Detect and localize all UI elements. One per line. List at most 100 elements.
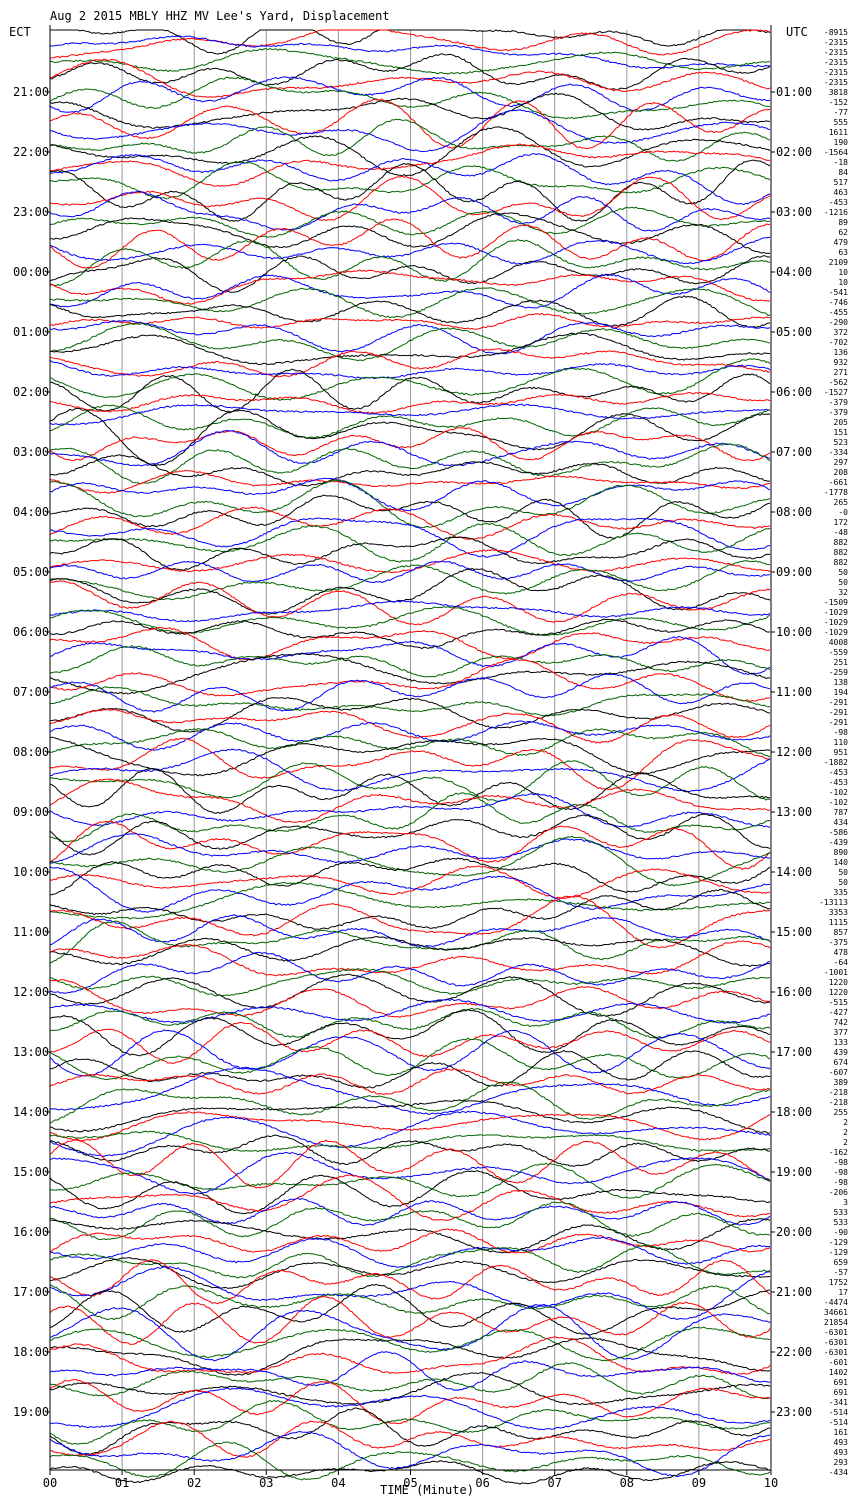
trace-scale-value: 133: [834, 1038, 849, 1047]
trace-scale-value: -2315: [824, 58, 848, 67]
ect-hour-label: 01:00: [13, 325, 49, 339]
trace-scale-value: -291: [829, 708, 848, 717]
utc-hour-label: 05:00: [776, 325, 812, 339]
seismic-trace: [49, 636, 771, 676]
seismic-trace: [49, 1134, 771, 1167]
seismic-trace: [49, 888, 771, 930]
seismic-trace: [49, 580, 771, 626]
trace-scale-value: -453: [829, 778, 848, 787]
axis-labels: Aug 2 2015 MBLY HHZ MV Lee's Yard, Displ…: [9, 9, 848, 1497]
seismic-trace: [49, 1049, 771, 1089]
trace-scale-value: -129: [829, 1238, 848, 1247]
utc-hour-label: 21:00: [776, 1285, 812, 1299]
trace-scale-value: -427: [829, 1008, 848, 1017]
trace-scale-value: 555: [834, 118, 849, 127]
seismic-trace: [49, 727, 771, 758]
ect-hour-label: 02:00: [13, 385, 49, 399]
seismic-trace: [49, 767, 771, 814]
seismic-trace: [49, 76, 771, 113]
trace-scale-value: -439: [829, 838, 848, 847]
trace-scale-value: -90: [834, 1228, 849, 1237]
trace-scale-value: 2: [843, 1128, 848, 1137]
trace-scale-value: -586: [829, 828, 848, 837]
trace-scale-value: 517: [834, 178, 849, 187]
trace-scale-value: -453: [829, 198, 848, 207]
trace-scale-value: 691: [834, 1378, 849, 1387]
trace-scale-value: 10: [838, 268, 848, 277]
minute-tick-label: 03: [259, 1476, 273, 1490]
trace-scale-value: -6301: [824, 1338, 848, 1347]
seismic-trace: [49, 658, 771, 703]
seismic-trace: [49, 1201, 771, 1241]
trace-scale-value: -514: [829, 1418, 848, 1427]
trace-scale-value: -702: [829, 338, 848, 347]
seismic-trace: [49, 1351, 771, 1391]
minute-tick-label: 00: [43, 1476, 57, 1490]
trace-scale-value: 742: [834, 1018, 849, 1027]
trace-scale-value: -13113: [819, 898, 848, 907]
trace-scale-value: 3353: [829, 908, 848, 917]
seismic-trace: [49, 143, 770, 187]
trace-scale-value: -8915: [824, 28, 848, 37]
ect-hour-label: 09:00: [13, 805, 49, 819]
ect-hour-label: 22:00: [13, 145, 49, 159]
chart-title: Aug 2 2015 MBLY HHZ MV Lee's Yard, Displ…: [50, 9, 390, 23]
trace-scale-value: 194: [834, 688, 849, 697]
utc-hour-label: 12:00: [776, 745, 812, 759]
utc-hour-label: 22:00: [776, 1345, 812, 1359]
trace-scale-value: 136: [834, 348, 849, 357]
trace-scale-value: 34661: [824, 1308, 848, 1317]
utc-hour-label: 16:00: [776, 985, 812, 999]
trace-scale-value: -661: [829, 478, 848, 487]
utc-hour-label: 13:00: [776, 805, 812, 819]
trace-scale-value: 674: [834, 1058, 849, 1067]
utc-hour-label: 19:00: [776, 1165, 812, 1179]
seismic-trace: [49, 1407, 771, 1456]
trace-scale-value: 21854: [824, 1318, 848, 1327]
trace-scale-value: -2315: [824, 48, 848, 57]
seismic-trace: [49, 1111, 771, 1142]
trace-scale-value: -4474: [824, 1298, 848, 1307]
seismic-trace: [49, 951, 771, 994]
trace-scale-value: 4008: [829, 638, 848, 647]
trace-scale-value: 377: [834, 1028, 849, 1037]
title-backing: [49, 9, 391, 23]
trace-scale-value: 533: [834, 1208, 849, 1217]
trace-scale-value: -1029: [824, 608, 848, 617]
seismic-trace: [49, 1197, 771, 1227]
seismic-trace: [49, 1399, 771, 1445]
ect-hour-label: 07:00: [13, 685, 49, 699]
seismic-trace: [49, 673, 771, 713]
trace-scale-value: 479: [834, 238, 849, 247]
seismic-trace: [49, 1139, 771, 1189]
seismic-trace: [49, 126, 771, 177]
trace-scale-value: -290: [829, 318, 848, 327]
seismic-trace: [49, 1303, 771, 1362]
seismic-trace: [49, 48, 771, 75]
trace-scale-value: 439: [834, 1048, 849, 1057]
trace-scale-value: -1882: [824, 758, 848, 767]
trace-scale-value: -559: [829, 648, 848, 657]
trace-scale-value: 335: [834, 888, 849, 897]
trace-scale-value: -64: [834, 958, 849, 967]
trace-scale-value: -218: [829, 1098, 848, 1107]
trace-scale-value: -514: [829, 1408, 848, 1417]
seismic-trace: [49, 600, 771, 623]
trace-scale-value: -1029: [824, 618, 848, 627]
seismic-trace: [49, 312, 770, 330]
ect-timezone-label: ECT: [9, 25, 31, 39]
trace-scale-value: 1220: [829, 988, 848, 997]
trace-scale-value: 161: [834, 1428, 849, 1437]
seismic-trace: [49, 881, 771, 920]
utc-hour-label: 07:00: [776, 445, 812, 459]
utc-hour-label: 20:00: [776, 1225, 812, 1239]
trace-scale-value: -0: [838, 508, 848, 517]
seismic-trace: [49, 191, 771, 232]
trace-scale-value: -6301: [824, 1328, 848, 1337]
minute-tick-label: 02: [187, 1476, 201, 1490]
trace-scale-value: 190: [834, 138, 849, 147]
seismic-trace: [49, 979, 771, 1018]
seismic-trace: [49, 549, 771, 574]
seismic-trace: [49, 1218, 771, 1254]
trace-scale-value: 1115: [829, 918, 848, 927]
